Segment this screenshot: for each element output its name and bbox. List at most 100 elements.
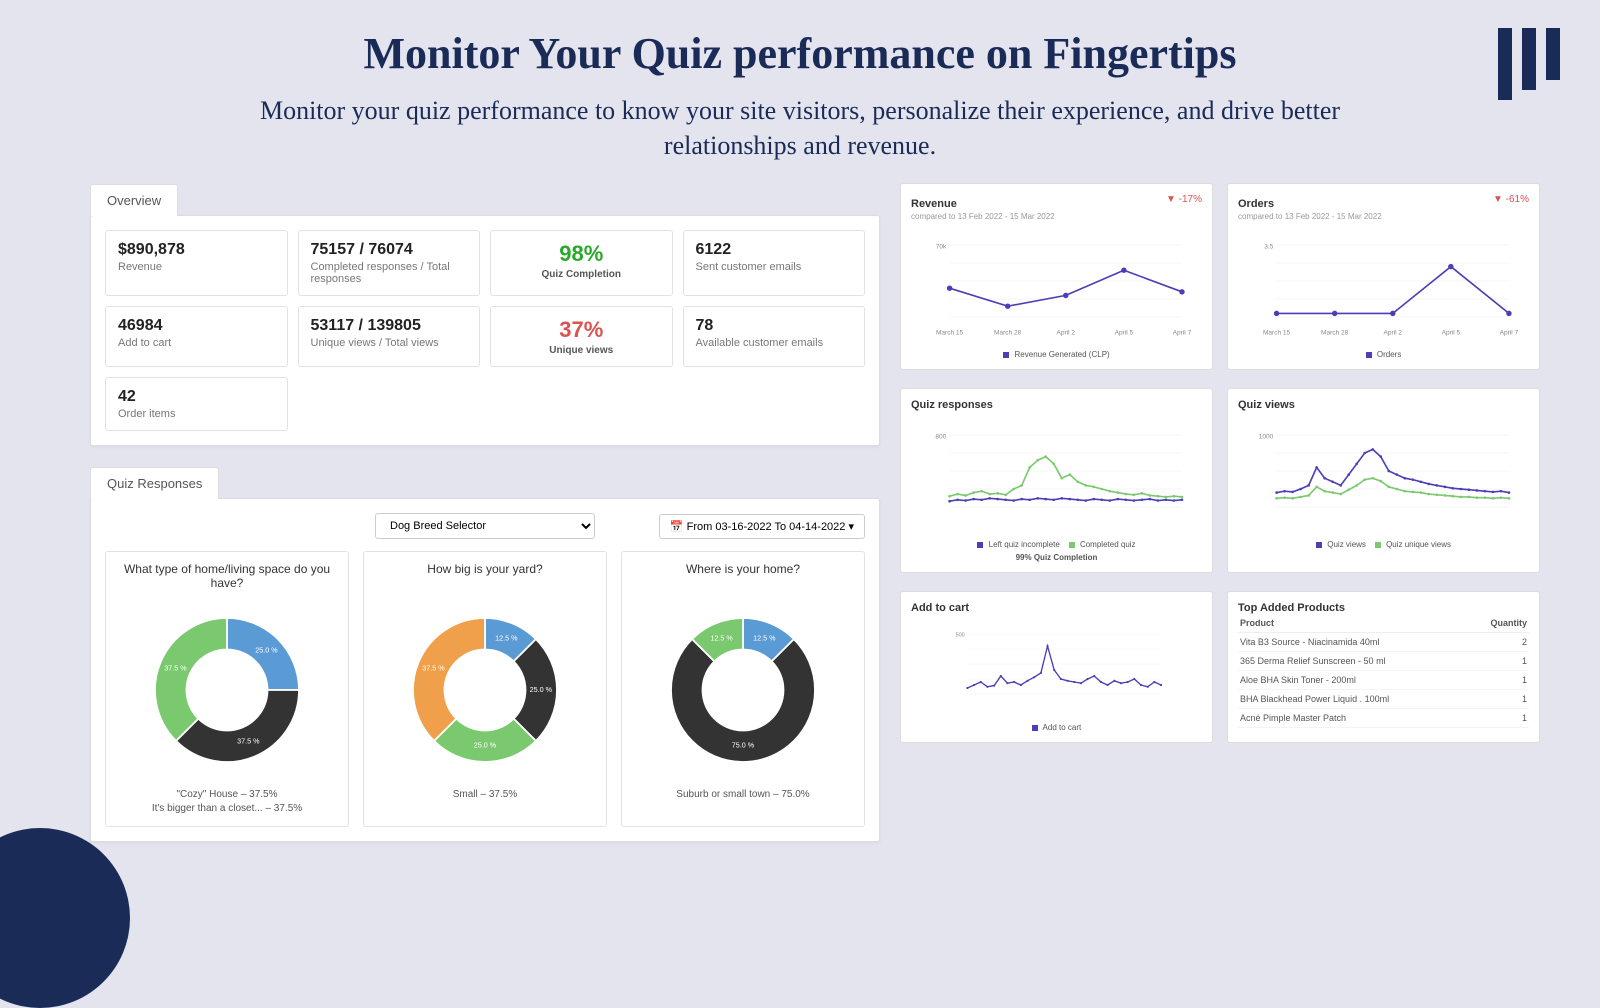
- svg-text:25.0 %: 25.0 %: [474, 741, 497, 750]
- donut-card: How big is your yard? 12.5 % 25.0 % 25.0 % 3…: [363, 551, 607, 827]
- chart-title: Quiz responses: [911, 399, 1202, 411]
- quiz-views-chart-panel: Quiz views 1000 Quiz views Quiz unique v…: [1227, 388, 1540, 573]
- quiz-responses-tab[interactable]: Quiz Responses: [90, 467, 219, 499]
- decorative-bars: [1498, 28, 1560, 100]
- chart-title: Add to cart: [911, 602, 1202, 614]
- svg-text:April 5: April 5: [1442, 330, 1461, 337]
- add-to-cart-chart: 500: [911, 614, 1202, 714]
- legend-text: Completed quiz: [1080, 540, 1136, 549]
- table-row: BHA Blackhead Power Liquid . 100ml1: [1238, 690, 1529, 709]
- stat-completion: 98% Quiz Completion: [490, 230, 673, 296]
- chart-delta: ▼ -61%: [1493, 194, 1529, 205]
- svg-text:75.0 %: 75.0 %: [732, 741, 755, 750]
- right-column: Revenue ▼ -17% compared to 13 Feb 2022 -…: [900, 183, 1540, 842]
- date-range-button[interactable]: 📅 From 03-16-2022 To 04-14-2022 ▾: [659, 514, 865, 539]
- table-row: Vita B3 Source - Niacinamida 40ml2: [1238, 633, 1529, 652]
- chart-sub: compared to 13 Feb 2022 - 15 Mar 2022: [911, 212, 1202, 221]
- stat-value: 98%: [503, 241, 660, 267]
- donut-card: What type of home/living space do you ha…: [105, 551, 349, 827]
- quiz-selector[interactable]: Dog Breed Selector: [375, 513, 595, 539]
- date-range-text: From 03-16-2022 To 04-14-2022: [687, 521, 846, 533]
- stat-value: 6122: [696, 241, 853, 259]
- legend-dot-icon: [1003, 352, 1009, 358]
- mini-row-1: Revenue ▼ -17% compared to 13 Feb 2022 -…: [900, 183, 1540, 370]
- stat-value: 42: [118, 388, 275, 406]
- overview-tab[interactable]: Overview: [90, 184, 178, 216]
- add-to-cart-chart-panel: Add to cart 500 Add to cart: [900, 591, 1213, 743]
- chart-legend: Revenue Generated (CLP): [911, 350, 1202, 359]
- stat-value: 46984: [118, 317, 275, 335]
- svg-text:70k: 70k: [936, 243, 947, 250]
- chart-delta: ▼ -17%: [1166, 194, 1202, 205]
- donut-row: What type of home/living space do you ha…: [105, 551, 865, 827]
- legend-text: Quiz unique views: [1386, 540, 1451, 549]
- orders-chart: 3.5March 15March 28April 2April 5April 7: [1238, 221, 1529, 341]
- stat-value: 53117 / 139805: [311, 317, 468, 335]
- svg-text:12.5 %: 12.5 %: [495, 634, 518, 643]
- svg-text:25.0 %: 25.0 %: [530, 685, 553, 694]
- stat-label: Unique views / Total views: [311, 337, 468, 349]
- top-products-table: ProductQuantityVita B3 Source - Niacinam…: [1238, 614, 1529, 728]
- chart-title: Quiz views: [1238, 399, 1529, 411]
- stat-label: Revenue: [118, 261, 275, 273]
- svg-text:March 28: March 28: [994, 330, 1022, 337]
- chart-legend: Left quiz incomplete Completed quiz: [911, 540, 1202, 549]
- legend-dot-icon: [1316, 542, 1322, 548]
- orders-chart-panel: Orders ▼ -61% compared to 13 Feb 2022 - …: [1227, 183, 1540, 370]
- donut-title: Where is your home?: [632, 562, 854, 592]
- stat-views: 53117 / 139805 Unique views / Total view…: [298, 306, 481, 367]
- chart-legend: Quiz views Quiz unique views: [1238, 540, 1529, 549]
- table-header: Product: [1238, 614, 1468, 633]
- overview-panel: $890,878 Revenue 75157 / 76074 Completed…: [90, 215, 880, 446]
- stat-unique-views: 37% Unique views: [490, 306, 673, 367]
- svg-text:3.5: 3.5: [1264, 243, 1273, 250]
- mini-row-2: Quiz responses 800 Left quiz incomplete …: [900, 388, 1540, 573]
- stat-revenue: $890,878 Revenue: [105, 230, 288, 296]
- quiz-responses-section: Quiz Responses Dog Breed Selector 📅 From…: [90, 466, 880, 842]
- donut-legend: Suburb or small town – 75.0%: [632, 788, 854, 802]
- content: Overview $890,878 Revenue 75157 / 76074 …: [0, 163, 1600, 842]
- svg-text:April 7: April 7: [1500, 330, 1519, 337]
- legend-dot-icon: [1069, 542, 1075, 548]
- legend-dot-icon: [1375, 542, 1381, 548]
- top-products-panel: Top Added Products ProductQuantityVita B…: [1227, 591, 1540, 743]
- svg-text:800: 800: [935, 433, 946, 440]
- stat-label: Add to cart: [118, 337, 275, 349]
- svg-text:March 15: March 15: [936, 330, 964, 337]
- stat-label: Sent customer emails: [696, 261, 853, 273]
- quiz-responses-chart-panel: Quiz responses 800 Left quiz incomplete …: [900, 388, 1213, 573]
- filter-row: Dog Breed Selector 📅 From 03-16-2022 To …: [105, 513, 865, 539]
- stat-responses: 75157 / 76074 Completed responses / Tota…: [298, 230, 481, 296]
- stat-label: Available customer emails: [696, 337, 853, 349]
- stat-emails-avail: 78 Available customer emails: [683, 306, 866, 367]
- stat-label: Completed responses / Total responses: [311, 261, 468, 285]
- revenue-chart: 70kMarch 15March 28April 2April 5April 7: [911, 221, 1202, 341]
- mini-row-3: Add to cart 500 Add to cart Top Added Pr…: [900, 591, 1540, 743]
- stat-label: Order items: [118, 408, 275, 420]
- svg-text:12.5 %: 12.5 %: [710, 634, 733, 643]
- donut-chart: 12.5 % 25.0 % 25.0 % 37.5 %: [395, 600, 575, 780]
- revenue-chart-panel: Revenue ▼ -17% compared to 13 Feb 2022 -…: [900, 183, 1213, 370]
- svg-text:1000: 1000: [1259, 433, 1274, 440]
- table-header: Quantity: [1468, 614, 1529, 633]
- donut-card: Where is your home? 12.5 % 75.0 % 12.5 % Sub…: [621, 551, 865, 827]
- donut-title: How big is your yard?: [374, 562, 596, 592]
- chart-legend: Orders: [1238, 350, 1529, 359]
- legend-text: Add to cart: [1043, 723, 1082, 732]
- table-row: Acné Pimple Master Patch1: [1238, 709, 1529, 728]
- legend-dot-icon: [977, 542, 983, 548]
- chart-sub: compared to 13 Feb 2022 - 15 Mar 2022: [1238, 212, 1529, 221]
- page-title: Monitor Your Quiz performance on Fingert…: [0, 28, 1600, 79]
- chart-footer: 99% Quiz Completion: [911, 553, 1202, 562]
- svg-text:500: 500: [956, 633, 965, 639]
- stat-value: 75157 / 76074: [311, 241, 468, 259]
- panel-title: Top Added Products: [1238, 602, 1529, 614]
- svg-text:12.5 %: 12.5 %: [753, 634, 776, 643]
- legend-dot-icon: [1366, 352, 1372, 358]
- svg-text:37.5 %: 37.5 %: [422, 664, 445, 673]
- stat-value: $890,878: [118, 241, 275, 259]
- svg-text:April 5: April 5: [1115, 330, 1134, 337]
- stat-value: 78: [696, 317, 853, 335]
- svg-text:March 28: March 28: [1321, 330, 1349, 337]
- stat-order-items: 42 Order items: [105, 377, 288, 431]
